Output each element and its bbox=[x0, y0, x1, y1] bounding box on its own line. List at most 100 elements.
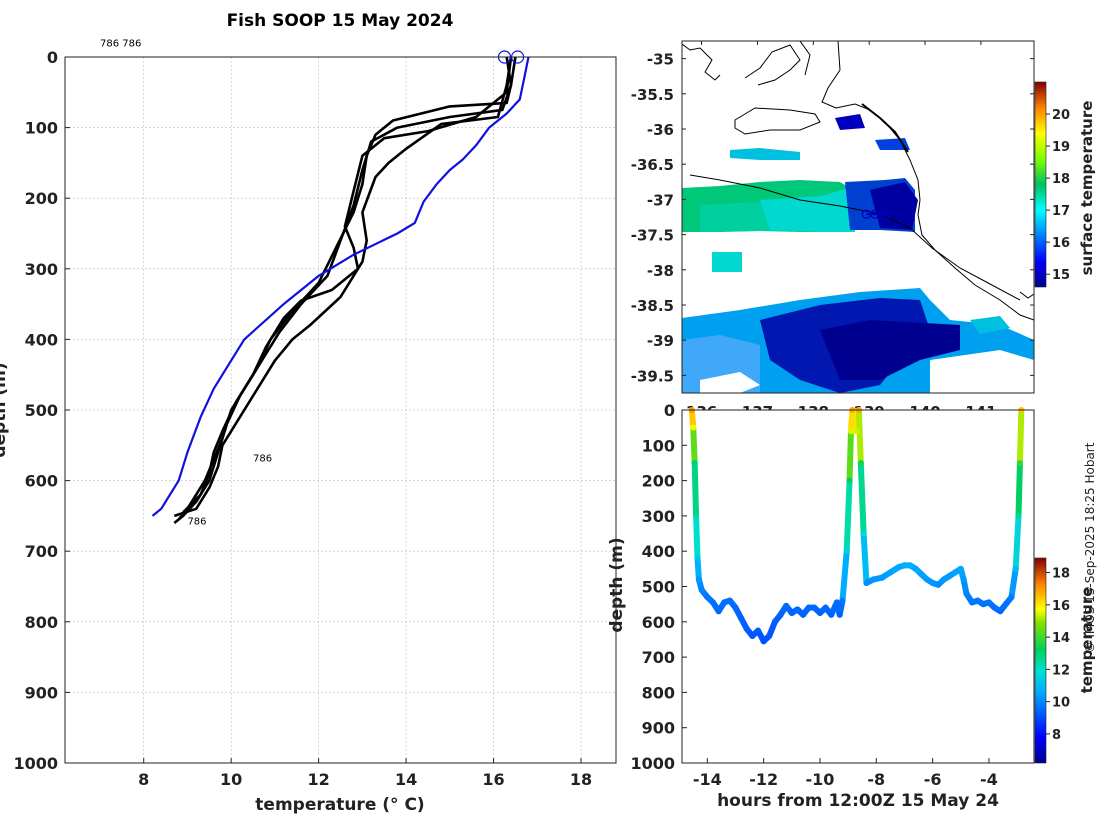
trace-point bbox=[839, 597, 846, 604]
y-tick-label: 700 bbox=[25, 542, 58, 561]
track-point bbox=[881, 210, 891, 220]
trace-point bbox=[738, 615, 745, 622]
map-latitude-ticks: -35 -35.5 -36 -36.5 -37 -37.5 -38 -38.5 -39 -39.5 bbox=[631, 51, 1034, 385]
cast-annotation: 786 bbox=[187, 516, 206, 527]
trace-x-tick-label: -12 bbox=[749, 770, 778, 789]
lat-tick-label: -36 bbox=[647, 121, 674, 139]
trace-y-ticks: 0 100 200 300 400 500 600 700 800 900 1000 bbox=[630, 401, 687, 773]
lat-tick-label: -35.5 bbox=[631, 86, 674, 104]
y-tick-label: 900 bbox=[25, 683, 58, 702]
trace-point bbox=[997, 608, 1004, 615]
kangaroo-island bbox=[734, 107, 821, 135]
trace-point bbox=[698, 587, 705, 594]
x-tick-label: 12 bbox=[308, 770, 330, 789]
trace-point bbox=[749, 632, 756, 639]
trace-y-tick-label: 0 bbox=[664, 401, 675, 420]
y-tick-label: 800 bbox=[25, 613, 58, 632]
coorong-lagoon bbox=[861, 103, 909, 153]
profile-plot-area bbox=[65, 57, 616, 763]
credit-text: © IMOS 13-Sep-2025 18:25 Hobart bbox=[1083, 442, 1097, 653]
y-tick-label: 500 bbox=[25, 401, 58, 420]
trace-point bbox=[715, 608, 722, 615]
trace-point bbox=[985, 599, 992, 606]
trace-segment bbox=[694, 555, 702, 583]
trace-point bbox=[901, 562, 908, 569]
trace-segment bbox=[1016, 407, 1025, 466]
cb-tick-label: 15 bbox=[1052, 268, 1070, 283]
lat-tick-label: -38 bbox=[647, 262, 674, 280]
profile-x-axis-label: temperature (° C) bbox=[255, 795, 424, 815]
sst-patch-north bbox=[730, 148, 800, 160]
x-tick-label: 14 bbox=[395, 770, 417, 789]
trace-point bbox=[857, 459, 864, 466]
trace-point bbox=[853, 428, 860, 435]
sst-patch-cold bbox=[870, 182, 918, 230]
y-tick-label: 0 bbox=[47, 48, 58, 67]
trace-point bbox=[755, 627, 762, 634]
sst-patch-north-2 bbox=[835, 114, 865, 130]
trace-point bbox=[940, 576, 947, 583]
trace-point bbox=[912, 565, 919, 572]
trace-point bbox=[952, 569, 959, 576]
trace-point bbox=[1016, 459, 1023, 466]
temp-cb-tick-label: 14 bbox=[1052, 631, 1070, 646]
trace-y-tick-label: 400 bbox=[642, 542, 675, 561]
coast-gulf bbox=[799, 41, 811, 76]
trace-segment bbox=[693, 512, 701, 562]
trace-point bbox=[726, 597, 733, 604]
trace-point bbox=[822, 604, 829, 611]
trace-segment bbox=[1012, 512, 1022, 572]
trace-point bbox=[760, 638, 767, 645]
cast-1-line bbox=[173, 56, 513, 525]
trace-point bbox=[960, 576, 967, 583]
cloud-gap-2 bbox=[700, 372, 760, 393]
trace-point bbox=[846, 477, 853, 484]
profile-y-axis-label: depth (m) bbox=[0, 362, 10, 457]
lat-tick-label: -37.5 bbox=[631, 227, 674, 245]
y-tick-label: 100 bbox=[25, 119, 58, 138]
trace-point bbox=[721, 599, 728, 606]
trace-segment bbox=[1008, 565, 1019, 601]
sst-patch-south-coldest bbox=[820, 320, 960, 380]
temp-cb-tick-label: 12 bbox=[1052, 663, 1070, 678]
x-tick-label: 10 bbox=[220, 770, 242, 789]
trace-point bbox=[788, 609, 795, 616]
trace-point bbox=[794, 606, 801, 613]
x-tick-label: 18 bbox=[570, 770, 592, 789]
trace-segment bbox=[846, 428, 854, 484]
cast-annotation: 786 786 bbox=[100, 38, 141, 49]
trace-panel: -14 -12 -10 -8 -6 -4 010020030040050060070080… bbox=[607, 401, 1096, 811]
trace-point bbox=[1002, 601, 1009, 608]
profile-x-ticks: 8 10 12 14 16 18 bbox=[138, 758, 592, 789]
sst-patch-southeast bbox=[970, 316, 1010, 334]
trace-segment bbox=[1015, 459, 1023, 519]
profile-annotations: 786 786 786 786 bbox=[100, 38, 272, 527]
trace-y-tick-label: 500 bbox=[642, 578, 675, 597]
trace-point bbox=[860, 530, 867, 537]
trace-x-ticks: -14 -12 -10 -8 -6 -4 bbox=[693, 758, 998, 789]
trace-segment bbox=[855, 407, 864, 466]
cast-2-line bbox=[177, 56, 517, 521]
cb-tick-label: 19 bbox=[1052, 140, 1070, 155]
y-tick-label: 200 bbox=[25, 189, 58, 208]
trace-y-tick-label: 100 bbox=[642, 436, 675, 455]
trace-y-tick-label: 1000 bbox=[630, 754, 675, 773]
trace-y-tick-label: 800 bbox=[642, 683, 675, 702]
trace-point bbox=[828, 611, 835, 618]
trace-point bbox=[783, 602, 790, 609]
temp-cb-tick-label: 8 bbox=[1052, 728, 1061, 743]
lat-tick-label: -35 bbox=[647, 51, 674, 69]
y-tick-label: 400 bbox=[25, 330, 58, 349]
cast-3-line bbox=[182, 56, 513, 514]
trace-point bbox=[1015, 512, 1022, 519]
sst-patch-cyan bbox=[760, 188, 855, 232]
y-tick-label: 1000 bbox=[13, 754, 58, 773]
trace-y-tick-label: 200 bbox=[642, 472, 675, 491]
trace-point bbox=[833, 599, 840, 606]
cast-4-line bbox=[173, 56, 513, 518]
trace-y-tick-label: 900 bbox=[642, 719, 675, 738]
trace-point bbox=[935, 581, 942, 588]
trace-points bbox=[688, 407, 1025, 645]
x-tick-label: 16 bbox=[482, 770, 504, 789]
trace-point bbox=[918, 571, 925, 578]
